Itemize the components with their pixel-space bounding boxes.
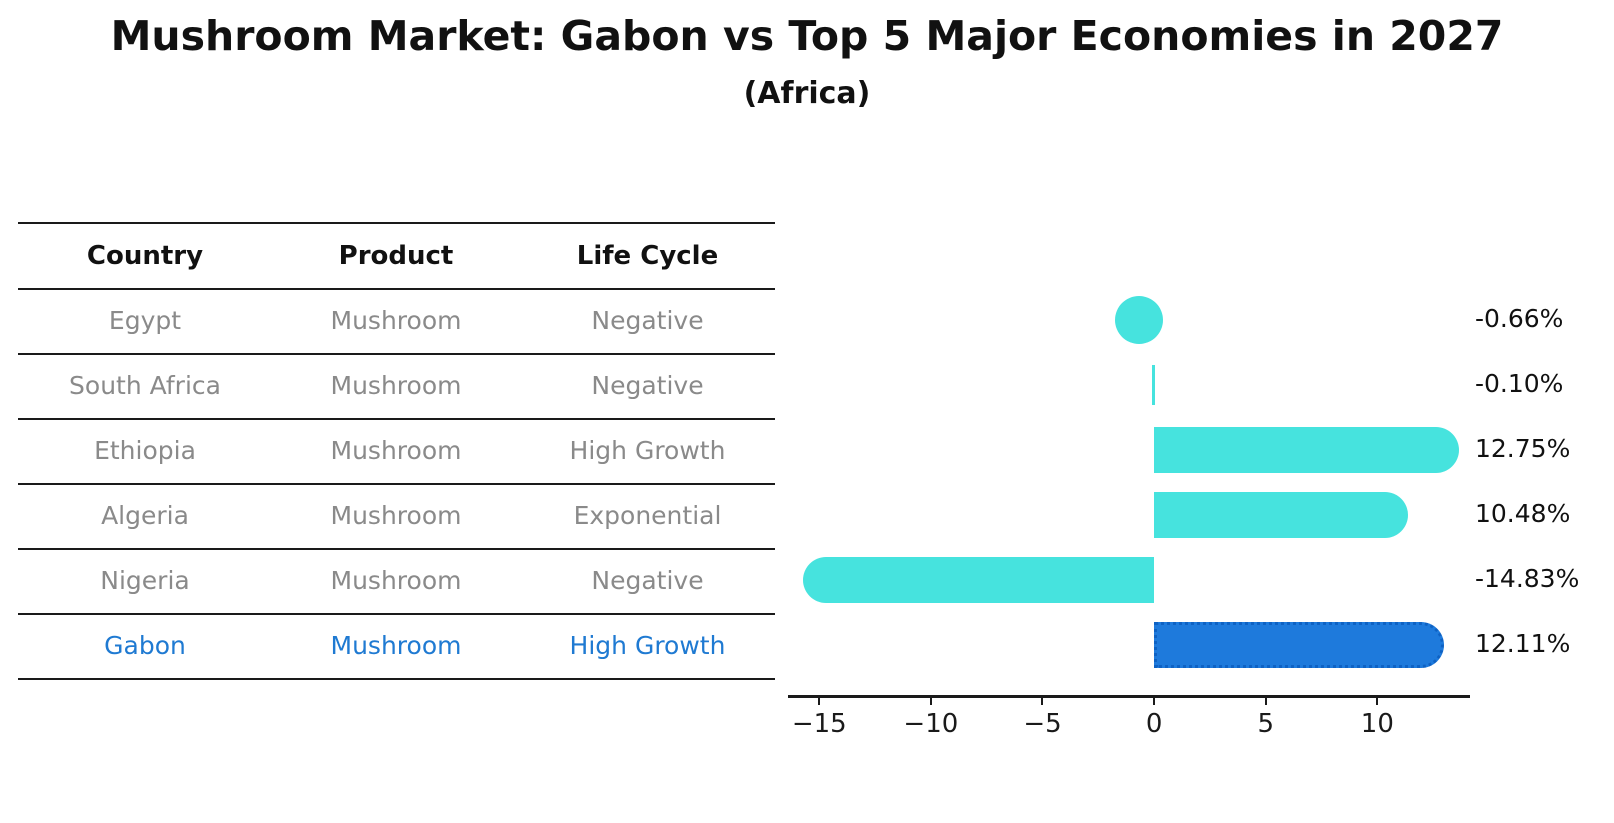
table-row-algeria: Algeria Mushroom Exponential xyxy=(18,483,775,548)
table-rule xyxy=(18,418,775,420)
table-row-south-africa: South Africa Mushroom Negative xyxy=(18,353,775,418)
table-rule xyxy=(18,353,775,355)
cell-life-cycle: Negative xyxy=(591,306,704,335)
table-rule xyxy=(18,613,775,615)
x-tick xyxy=(1153,696,1156,705)
cell-product: Mushroom xyxy=(330,306,462,335)
cell-country: Ethiopia xyxy=(94,436,196,465)
header-country: Country xyxy=(86,240,204,271)
x-tick xyxy=(1264,696,1267,705)
cell-product: Mushroom xyxy=(330,566,462,595)
cell-country: Algeria xyxy=(101,501,189,530)
table-row-ethiopia: Ethiopia Mushroom High Growth xyxy=(18,418,775,483)
x-tick-label: −10 xyxy=(903,709,959,739)
value-label-south-africa: -0.10% xyxy=(1475,369,1564,398)
cell-country: Egypt xyxy=(108,306,182,335)
table-rule xyxy=(18,222,775,224)
chart-subtitle: (Africa) xyxy=(743,76,871,111)
cell-product: Mushroom xyxy=(330,501,462,530)
table-row-egypt: Egypt Mushroom Negative xyxy=(18,288,775,353)
cell-life-cycle: High Growth xyxy=(569,631,726,660)
table-row-gabon: Gabon Mushroom High Growth xyxy=(18,613,775,678)
table-header-row: Country Product Life Cycle xyxy=(18,223,775,288)
bar-south-africa xyxy=(1151,365,1155,405)
table-rule xyxy=(18,548,775,550)
table-rule xyxy=(18,678,775,680)
value-label-algeria: 10.48% xyxy=(1475,499,1571,528)
x-tick xyxy=(1376,696,1379,705)
cell-country: Gabon xyxy=(104,631,186,660)
x-tick xyxy=(929,696,932,705)
cell-product: Mushroom xyxy=(330,371,462,400)
value-label-nigeria: -14.83% xyxy=(1475,564,1580,593)
x-tick xyxy=(1041,696,1044,705)
value-label-ethiopia: 12.75% xyxy=(1475,434,1571,463)
x-tick-label: −15 xyxy=(791,709,847,739)
x-tick xyxy=(818,696,821,705)
x-tick-label: −5 xyxy=(1023,709,1062,739)
cell-product: Mushroom xyxy=(330,631,462,660)
x-tick-label: 5 xyxy=(1257,709,1274,739)
cell-life-cycle: High Growth xyxy=(569,436,726,465)
value-label-gabon: 12.11% xyxy=(1475,629,1571,658)
bar-algeria xyxy=(1154,492,1409,538)
cell-product: Mushroom xyxy=(330,436,462,465)
chart-title: Mushroom Market: Gabon vs Top 5 Major Ec… xyxy=(110,12,1504,60)
cell-life-cycle: Negative xyxy=(591,371,704,400)
header-product: Product xyxy=(338,240,454,271)
table-rule xyxy=(18,288,775,290)
header-life-cycle: Life Cycle xyxy=(576,240,719,271)
x-tick-label: 0 xyxy=(1145,709,1163,739)
bar-gabon xyxy=(1154,622,1445,668)
bar-nigeria xyxy=(803,557,1155,603)
cell-life-cycle: Negative xyxy=(591,566,704,595)
bar-egypt xyxy=(1115,296,1164,344)
cell-life-cycle: Exponential xyxy=(573,501,722,530)
x-tick-label: 10 xyxy=(1360,709,1394,739)
bar-ethiopia xyxy=(1154,427,1459,473)
value-label-egypt: -0.66% xyxy=(1475,304,1564,333)
table-row-nigeria: Nigeria Mushroom Negative xyxy=(18,548,775,613)
cell-country: Nigeria xyxy=(100,566,190,595)
x-axis xyxy=(788,695,1470,698)
table-rule xyxy=(18,483,775,485)
cell-country: South Africa xyxy=(69,371,221,400)
